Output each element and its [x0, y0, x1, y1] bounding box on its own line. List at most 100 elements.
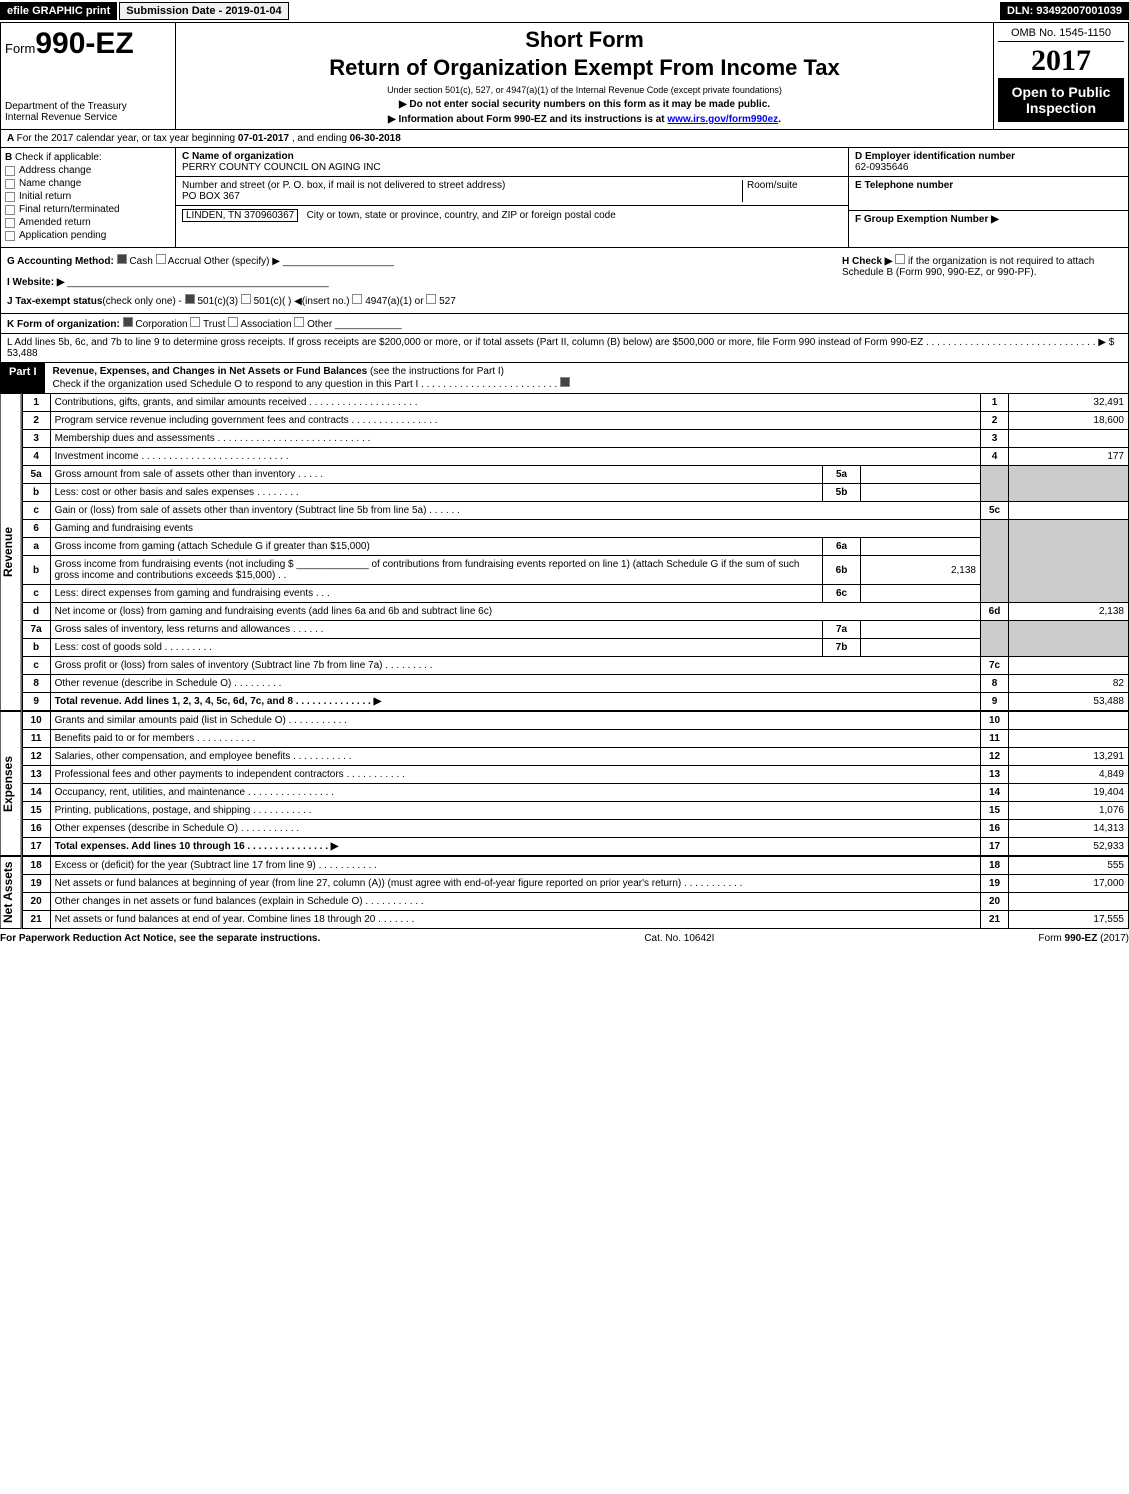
section-h: H Check ▶ if the organization is not req… — [842, 254, 1122, 307]
part1-note: (see the instructions for Part I) — [367, 366, 504, 377]
line-21: 21Net assets or fund balances at end of … — [22, 911, 1128, 929]
chk-initial-return-label: Initial return — [19, 191, 71, 202]
chk-app-pending-label: Application pending — [19, 230, 106, 241]
line-8: 8Other revenue (describe in Schedule O) … — [22, 675, 1128, 693]
open-pub-1: Open to Public — [1012, 84, 1111, 100]
part1-check-text: Check if the organization used Schedule … — [53, 379, 558, 390]
warning-ssn: ▶ Do not enter social security numbers o… — [180, 99, 989, 110]
section-c: C Name of organization PERRY COUNTY COUN… — [176, 148, 848, 247]
k-trust: Trust — [203, 319, 225, 330]
part1-label: Part I — [1, 363, 45, 393]
chk-4947[interactable] — [352, 294, 362, 304]
sidebar-expenses: Expenses — [0, 711, 22, 856]
chk-trust[interactable] — [190, 317, 200, 327]
line-9: 9Total revenue. Add lines 1, 2, 3, 4, 5c… — [22, 693, 1128, 711]
sidebar-revenue: Revenue — [0, 393, 22, 711]
i-label: I Website: ▶ — [7, 277, 65, 288]
return-title: Return of Organization Exempt From Incom… — [180, 55, 989, 81]
k-label: K Form of organization: — [7, 319, 120, 330]
chk-501c3[interactable] — [185, 294, 195, 304]
a-begin-date: 07-01-2017 — [238, 133, 289, 144]
g-cash-label: Cash — [129, 256, 152, 267]
chk-other[interactable] — [294, 317, 304, 327]
line-17: 17Total expenses. Add lines 10 through 1… — [22, 838, 1128, 856]
k-assoc: Association — [240, 319, 291, 330]
part1-title: Revenue, Expenses, and Changes in Net As… — [53, 366, 368, 377]
line-6: 6Gaming and fundraising events — [22, 520, 1128, 538]
line-12: 12Salaries, other compensation, and empl… — [22, 748, 1128, 766]
form-header: Form990-EZ Department of the Treasury In… — [0, 22, 1129, 130]
footer-form-num: 990-EZ — [1065, 933, 1098, 944]
ein-value: 62-0935646 — [855, 162, 908, 173]
d-label: D Employer identification number — [855, 151, 1015, 162]
c-label: C Name of organization — [182, 151, 294, 162]
j-4947: 4947(a)(1) or — [365, 296, 423, 307]
check-application-pending[interactable]: Application pending — [5, 230, 171, 241]
chk-amended-return-label: Amended return — [19, 217, 91, 228]
line-16: 16Other expenses (describe in Schedule O… — [22, 820, 1128, 838]
omb-number: OMB No. 1545-1150 — [998, 27, 1124, 42]
check-amended-return[interactable]: Amended return — [5, 217, 171, 228]
j-501c3: 501(c)(3) — [197, 296, 238, 307]
g-accrual-label: Accrual — [168, 256, 201, 267]
chk-527[interactable] — [426, 294, 436, 304]
chk-association[interactable] — [228, 317, 238, 327]
chk-501c[interactable] — [241, 294, 251, 304]
footer-right: Form 990-EZ (2017) — [1038, 933, 1129, 944]
city-value: LINDEN, TN 370960367 — [182, 209, 298, 222]
short-form-title: Short Form — [180, 27, 989, 53]
expenses-table: 10Grants and similar amounts paid (list … — [22, 711, 1129, 856]
check-name-change[interactable]: Name change — [5, 178, 171, 189]
room-label: Room/suite — [747, 180, 798, 191]
line-5b: bLess: cost or other basis and sales exp… — [22, 484, 1128, 502]
check-final-return[interactable]: Final return/terminated — [5, 204, 171, 215]
line-2: 2Program service revenue including gover… — [22, 412, 1128, 430]
h-label: H Check ▶ — [842, 256, 892, 267]
line-20: 20Other changes in net assets or fund ba… — [22, 893, 1128, 911]
info-link-line: ▶ Information about Form 990-EZ and its … — [180, 114, 989, 125]
tax-year: 2017 — [998, 44, 1124, 78]
dept-irs: Internal Revenue Service — [5, 112, 171, 123]
line-4: 4Investment income . . . . . . . . . . .… — [22, 448, 1128, 466]
section-def: D Employer identification number 62-0935… — [848, 148, 1128, 247]
line-7a: 7aGross sales of inventory, less returns… — [22, 621, 1128, 639]
chk-schedule-o[interactable] — [560, 377, 570, 387]
radio-accrual[interactable] — [156, 254, 166, 264]
subtitle: Under section 501(c), 527, or 4947(a)(1)… — [180, 85, 989, 95]
submission-date-label: Submission Date - 2019-01-04 — [119, 2, 288, 20]
b-label: Check if applicable: — [15, 152, 102, 163]
street-value: PO BOX 367 — [182, 191, 240, 202]
line-13: 13Professional fees and other payments t… — [22, 766, 1128, 784]
j-note: (check only one) - — [102, 296, 184, 307]
j-501c: 501(c)( ) ◀(insert no.) — [254, 296, 350, 307]
footer-form-pre: Form — [1038, 933, 1064, 944]
check-address-change[interactable]: Address change — [5, 165, 171, 176]
line-14: 14Occupancy, rent, utilities, and mainte… — [22, 784, 1128, 802]
line-15: 15Printing, publications, postage, and s… — [22, 802, 1128, 820]
irs-link[interactable]: www.irs.gov/form990ez — [667, 114, 778, 125]
chk-final-return-label: Final return/terminated — [19, 204, 120, 215]
line-18: 18Excess or (deficit) for the year (Subt… — [22, 857, 1128, 875]
j-527: 527 — [439, 296, 456, 307]
chk-schedule-b[interactable] — [895, 254, 905, 264]
radio-cash[interactable] — [117, 254, 127, 264]
info-pre: ▶ Information about Form 990-EZ and its … — [388, 114, 667, 125]
info-post: . — [778, 114, 781, 125]
a-pre: For the 2017 calendar year, or tax year … — [17, 133, 238, 144]
part1-header: Part I Revenue, Expenses, and Changes in… — [1, 363, 1128, 393]
line-10: 10Grants and similar amounts paid (list … — [22, 712, 1128, 730]
chk-address-change-label: Address change — [19, 165, 91, 176]
line-6b: bGross income from fundraising events (n… — [22, 556, 1128, 585]
check-initial-return[interactable]: Initial return — [5, 191, 171, 202]
form-num-text: 990-EZ — [35, 27, 133, 60]
chk-corporation[interactable] — [123, 317, 133, 327]
city-label: City or town, state or province, country… — [307, 210, 616, 221]
line-7c: cGross profit or (loss) from sales of in… — [22, 657, 1128, 675]
footer-form-post: (2017) — [1097, 933, 1129, 944]
line-6c: cLess: direct expenses from gaming and f… — [22, 585, 1128, 603]
street-label: Number and street (or P. O. box, if mail… — [182, 180, 505, 191]
efile-print-button[interactable]: efile GRAPHIC print — [0, 2, 117, 20]
net-assets-table: 18Excess or (deficit) for the year (Subt… — [22, 856, 1129, 929]
line-6a: aGross income from gaming (attach Schedu… — [22, 538, 1128, 556]
section-b: B Check if applicable: Address change Na… — [1, 148, 176, 247]
